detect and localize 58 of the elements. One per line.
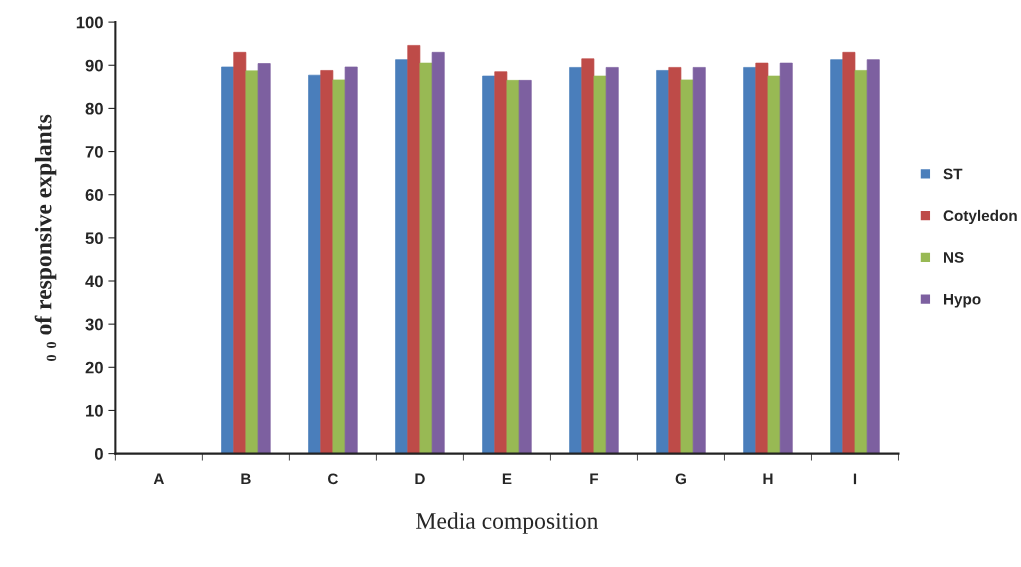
bar [842, 51, 856, 454]
bar [506, 80, 520, 454]
bar [221, 66, 235, 454]
y-tick-label: 70 [85, 145, 103, 158]
bar [779, 62, 793, 454]
legend-label: NS [944, 252, 964, 263]
bar [767, 75, 781, 454]
bar [320, 70, 334, 454]
x-tick-label: D [415, 473, 425, 485]
x-tick-label: I [853, 473, 857, 485]
bar [866, 59, 880, 454]
bar [743, 67, 757, 454]
x-tick-label: B [241, 473, 251, 485]
y-axis-title: ₀ ₀ of responsive explants [34, 114, 57, 361]
bar [344, 66, 358, 454]
bar [494, 71, 508, 454]
bar [692, 67, 706, 454]
y-tick-label: 90 [85, 59, 103, 72]
bar [680, 79, 694, 454]
bar [569, 67, 583, 454]
bar [854, 70, 868, 454]
y-tick-label: 20 [85, 361, 103, 374]
bar [482, 75, 496, 454]
bar [668, 67, 682, 454]
bar [257, 63, 271, 454]
bar [755, 62, 769, 454]
legend-label: ST [943, 168, 963, 180]
legend-label: Hypo [944, 293, 981, 308]
x-tick-label: A [153, 473, 164, 485]
bar [308, 74, 322, 454]
legend-label: Cotyledon [943, 209, 1017, 225]
x-tick-label: F [590, 473, 599, 485]
y-tick-label: 0 [94, 448, 103, 460]
x-tick-label: H [763, 473, 773, 485]
bar [407, 45, 421, 454]
x-axis-title: Media composition [416, 512, 599, 534]
y-tick-label: 100 [76, 16, 103, 29]
x-tick-label: G [675, 473, 686, 485]
bar [245, 70, 259, 454]
x-tick-label: E [502, 473, 512, 485]
bar [233, 51, 247, 454]
y-tick-label: 10 [86, 404, 103, 417]
bar [581, 58, 595, 454]
bar [656, 70, 670, 454]
bar [518, 80, 532, 454]
bar [830, 59, 844, 454]
y-tick-label: 40 [85, 275, 103, 288]
bar [593, 75, 607, 454]
x-tick-label: C [328, 473, 338, 485]
y-tick-label: 80 [85, 102, 103, 115]
bar [419, 62, 433, 454]
y-tick-label: 30 [85, 318, 103, 331]
y-tick-label: 50 [85, 232, 103, 245]
bar [332, 79, 346, 454]
bar [395, 59, 409, 454]
y-tick-label: 60 [85, 189, 103, 201]
bar [431, 51, 445, 454]
bar [605, 67, 619, 454]
